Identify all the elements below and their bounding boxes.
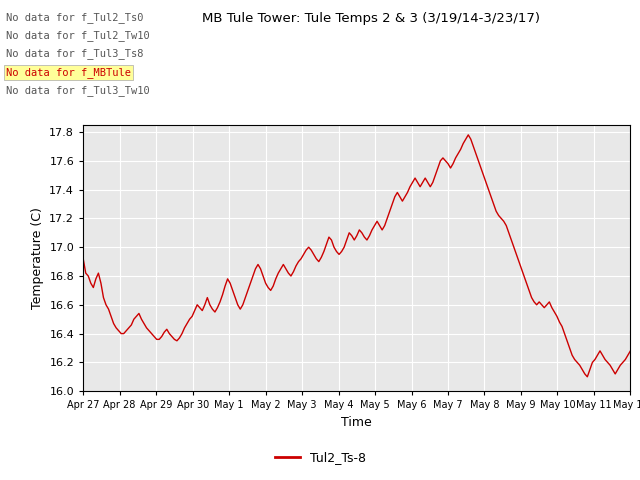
X-axis label: Time: Time (341, 416, 372, 429)
Text: No data for f_Tul2_Ts0: No data for f_Tul2_Ts0 (6, 12, 144, 23)
Legend: Tul2_Ts-8: Tul2_Ts-8 (269, 446, 371, 469)
Text: No data for f_MBTule: No data for f_MBTule (6, 67, 131, 78)
Text: No data for f_Tul3_Tw10: No data for f_Tul3_Tw10 (6, 85, 150, 96)
Y-axis label: Temperature (C): Temperature (C) (31, 207, 44, 309)
Text: No data for f_Tul3_Ts8: No data for f_Tul3_Ts8 (6, 48, 144, 60)
Text: No data for f_Tul2_Tw10: No data for f_Tul2_Tw10 (6, 30, 150, 41)
Text: MB Tule Tower: Tule Temps 2 & 3 (3/19/14-3/23/17): MB Tule Tower: Tule Temps 2 & 3 (3/19/14… (202, 12, 540, 25)
Text: No data for f_MBTule: No data for f_MBTule (6, 67, 131, 78)
